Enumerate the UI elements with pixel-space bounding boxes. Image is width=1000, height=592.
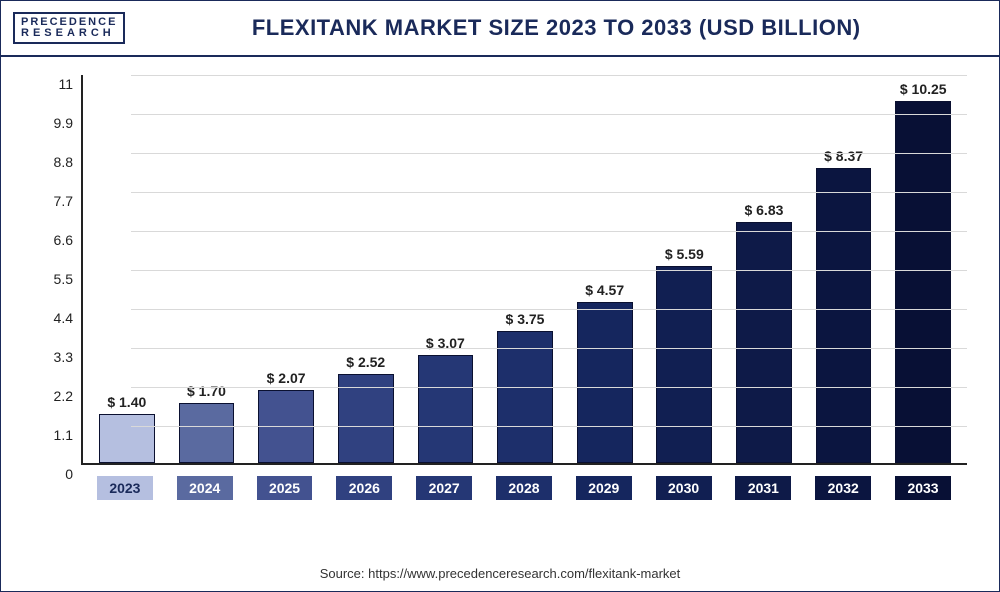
y-tick-label: 5.5 (33, 271, 73, 287)
x-tick-cell: 2024 (165, 471, 245, 505)
x-tick-label: 2030 (656, 476, 712, 500)
gridline (131, 348, 967, 349)
x-tick-label: 2033 (895, 476, 951, 500)
plot-region: $ 1.40 $ 1.70 $ 2.07 $ 2.52 $ 3.07 $ 3.75 $ 4.… (81, 75, 967, 465)
bar-value-label: $ 8.37 (824, 148, 863, 164)
bar-value-label: $ 3.75 (506, 311, 545, 327)
bar-value-label: $ 1.40 (107, 394, 146, 410)
bar-value-label: $ 10.25 (900, 81, 947, 97)
logo: PRECEDENCE RESEARCH (13, 12, 125, 44)
gridline (131, 114, 967, 115)
y-tick-label: 8.8 (33, 154, 73, 170)
bar-column: $ 3.75 (485, 75, 565, 463)
bar (656, 266, 712, 463)
x-tick-label: 2029 (576, 476, 632, 500)
bar-column: $ 6.83 (724, 75, 804, 463)
x-tick-cell: 2027 (404, 471, 484, 505)
x-tick-label: 2025 (257, 476, 313, 500)
y-tick-label: 11 (33, 76, 73, 92)
gridline (131, 75, 967, 76)
bar-column: $ 1.70 (167, 75, 247, 463)
source-line: Source: https://www.precedenceresearch.c… (1, 566, 999, 581)
y-tick-label: 6.6 (33, 232, 73, 248)
x-tick-cell: 2026 (324, 471, 404, 505)
x-tick-label: 2026 (336, 476, 392, 500)
bar-value-label: $ 4.57 (585, 282, 624, 298)
bar-column: $ 2.07 (246, 75, 326, 463)
y-tick-label: 1.1 (33, 427, 73, 443)
y-tick-label: 9.9 (33, 115, 73, 131)
chart-title: FLEXITANK MARKET SIZE 2023 TO 2033 (USD … (125, 15, 987, 41)
x-tick-label: 2031 (735, 476, 791, 500)
bar-value-label: $ 2.07 (267, 370, 306, 386)
y-tick-label: 0 (33, 466, 73, 482)
x-tick-cell: 2023 (85, 471, 165, 505)
bar-column: $ 1.40 (87, 75, 167, 463)
bar-column: $ 3.07 (406, 75, 486, 463)
gridline (131, 192, 967, 193)
bar-column: $ 5.59 (644, 75, 724, 463)
bar (816, 168, 872, 463)
gridline (131, 231, 967, 232)
gridline (131, 153, 967, 154)
x-tick-cell: 2025 (245, 471, 325, 505)
bar (895, 101, 951, 463)
bar-value-label: $ 2.52 (346, 354, 385, 370)
bar (577, 302, 633, 463)
bars-container: $ 1.40 $ 1.70 $ 2.07 $ 2.52 $ 3.07 $ 3.75 $ 4.… (83, 75, 967, 463)
y-tick-label: 7.7 (33, 193, 73, 209)
bar-value-label: $ 1.70 (187, 383, 226, 399)
bar-column: $ 10.25 (883, 75, 963, 463)
x-tick-cell: 2029 (564, 471, 644, 505)
bar-value-label: $ 6.83 (744, 202, 783, 218)
gridline (131, 426, 967, 427)
gridline (131, 270, 967, 271)
header-bar: PRECEDENCE RESEARCH FLEXITANK MARKET SIZ… (1, 1, 999, 57)
bar (497, 331, 553, 463)
bar-column: $ 8.37 (804, 75, 884, 463)
bar (418, 355, 474, 463)
x-tick-label: 2024 (177, 476, 233, 500)
bar-column: $ 4.57 (565, 75, 645, 463)
x-tick-label: 2028 (496, 476, 552, 500)
x-tick-label: 2023 (97, 476, 153, 500)
y-tick-label: 2.2 (33, 388, 73, 404)
gridline (131, 387, 967, 388)
bar-column: $ 2.52 (326, 75, 406, 463)
x-tick-cell: 2030 (644, 471, 724, 505)
x-axis: 2023 2024 2025 2026 2027 2028 2029 2030 2031 2032… (81, 471, 967, 505)
x-tick-label: 2027 (416, 476, 472, 500)
x-tick-cell: 2032 (803, 471, 883, 505)
x-tick-cell: 2028 (484, 471, 564, 505)
bar (179, 403, 235, 463)
x-tick-cell: 2031 (724, 471, 804, 505)
y-tick-label: 3.3 (33, 349, 73, 365)
logo-line2: RESEARCH (21, 28, 117, 39)
x-tick-label: 2032 (815, 476, 871, 500)
y-tick-label: 4.4 (33, 310, 73, 326)
gridline (131, 309, 967, 310)
bar (99, 414, 155, 463)
x-tick-cell: 2033 (883, 471, 963, 505)
chart-area: $ 1.40 $ 1.70 $ 2.07 $ 2.52 $ 3.07 $ 3.75 $ 4.… (33, 75, 967, 505)
bar-value-label: $ 5.59 (665, 246, 704, 262)
